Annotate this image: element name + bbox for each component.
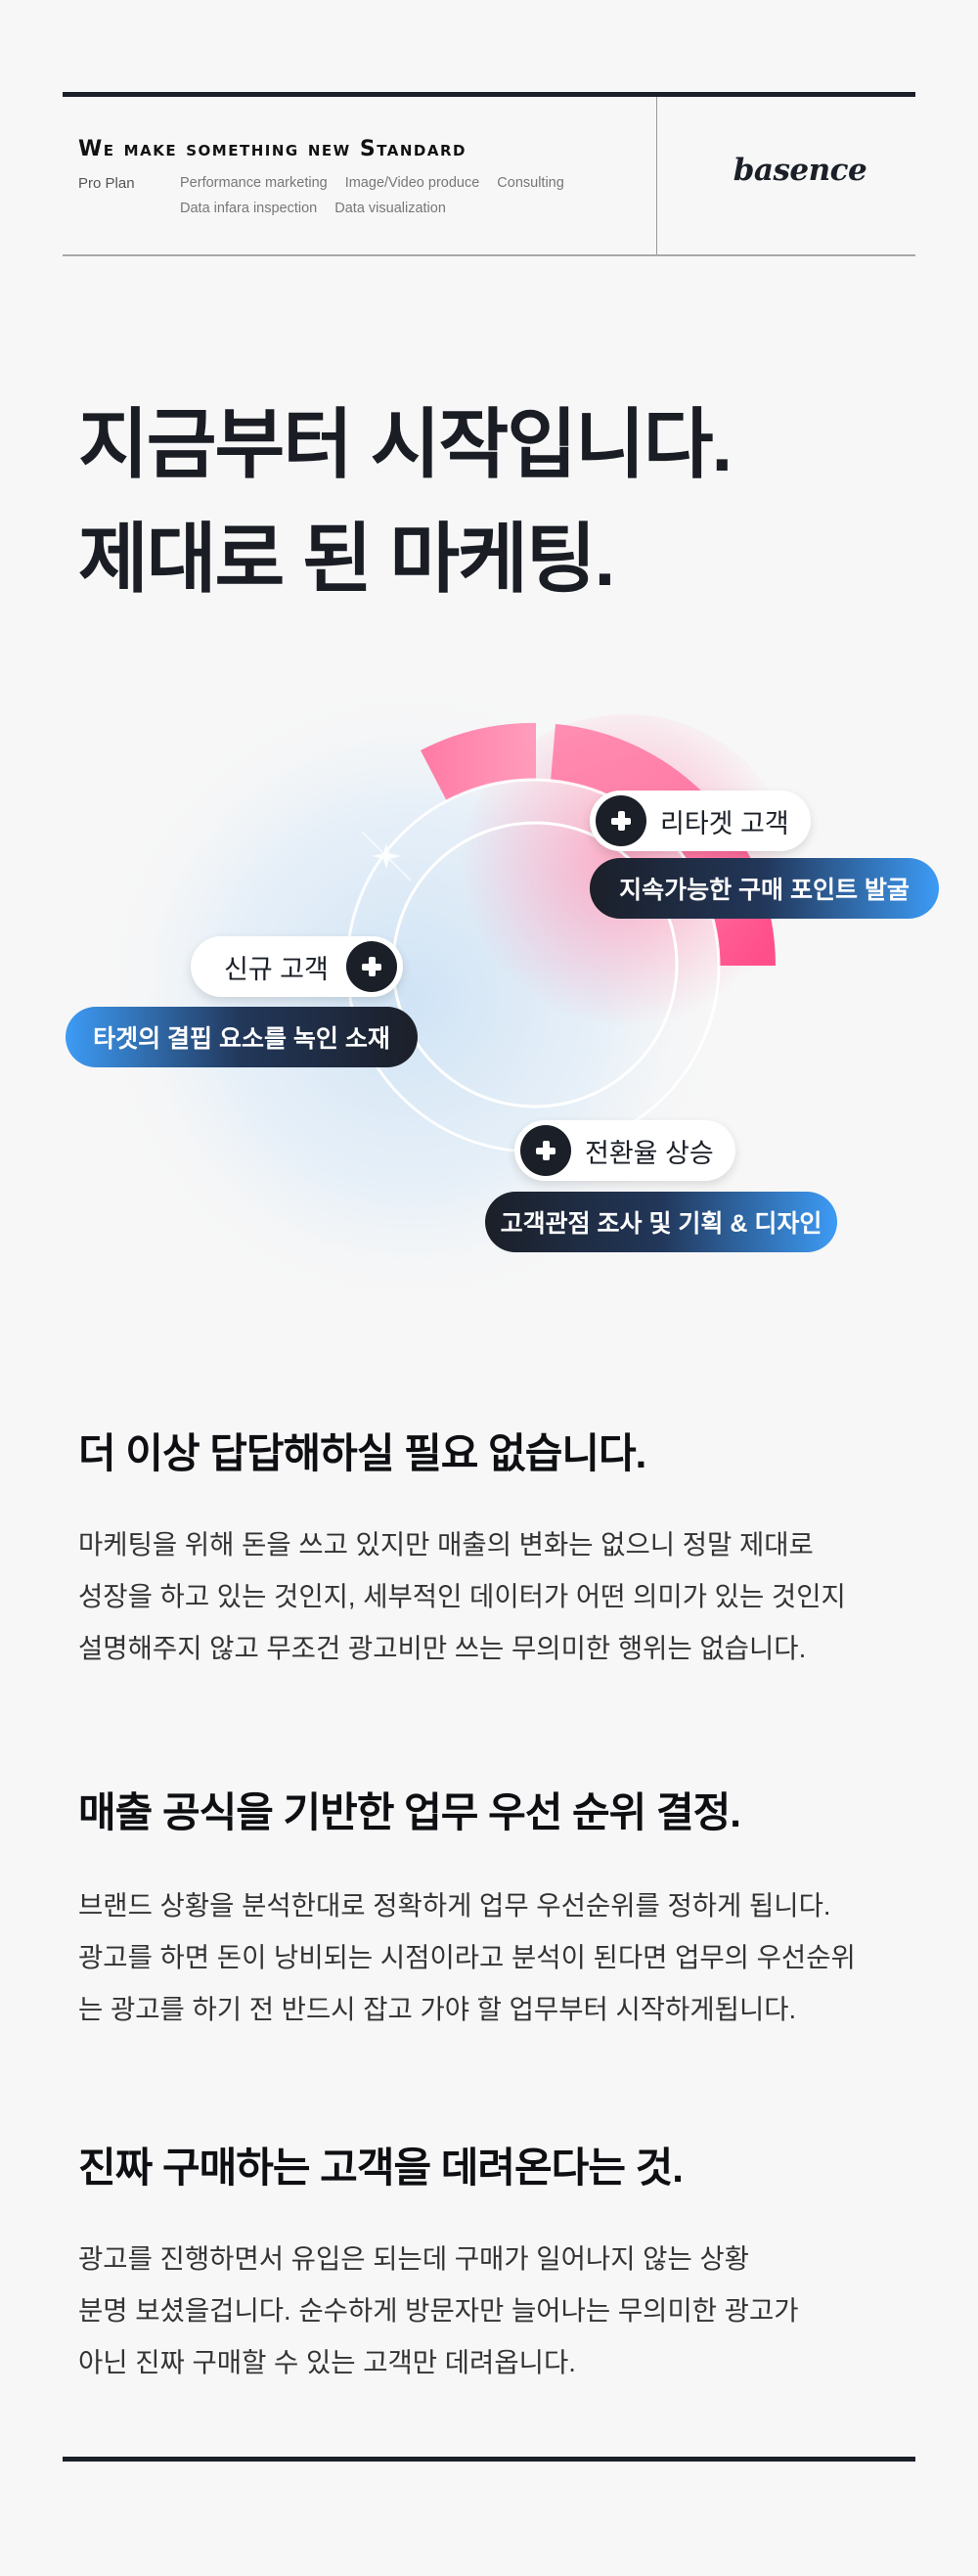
service-item: Data visualization <box>334 201 446 216</box>
retarget-customer-badge: 리타겟 고객 <box>590 791 811 851</box>
pill-text: 타겟의 결핍 요소를 녹인 소재 <box>93 1025 390 1053</box>
hero-line: 제대로 된 마케팅. <box>78 516 615 602</box>
pill-text: 지속가능한 구매 포인트 발굴 <box>619 877 910 904</box>
body-line: 는 광고를 하기 전 반드시 잡고 가야 할 업무부터 시작하게됩니다. <box>78 1994 797 2024</box>
plus-icon <box>596 795 646 846</box>
header-bottom-rule <box>63 254 915 256</box>
plus-icon <box>345 941 397 992</box>
retarget-desc-pill: 지속가능한 구매 포인트 발굴 <box>590 858 939 919</box>
customer-diagram: 리타겟 고객 지속가능한 구매 포인트 발굴 신규 고객 타겟의 결핍 요소를 … <box>0 685 978 1291</box>
section-body: 광고를 진행하면서 유입은 되는데 구매가 일어나지 않는 상황 분명 보셨을겁… <box>78 2233 799 2388</box>
ring-graphic <box>59 685 939 1291</box>
service-item: Performance marketing <box>180 175 328 191</box>
badge-title: 신규 고객 <box>224 954 329 984</box>
header-top-rule <box>63 92 915 97</box>
new-customer-desc-pill: 타겟의 결핍 요소를 녹인 소재 <box>66 1007 418 1067</box>
badge-title: 전환율 상승 <box>585 1138 714 1168</box>
service-item: Data infara inspection <box>180 201 318 216</box>
sparkle-icon <box>361 831 412 881</box>
body-line: 설명해주지 않고 무조건 광고비만 쓰는 무의미한 행위는 없습니다. <box>78 1633 807 1663</box>
new-customer-badge: 신규 고객 <box>191 936 403 997</box>
header-divider <box>656 97 657 254</box>
section-body: 브랜드 상황을 분석한대로 정확하게 업무 우선순위를 정하게 됩니다. 광고를… <box>78 1879 856 2035</box>
body-line: 광고를 진행하면서 유입은 되는데 구매가 일어나지 않는 상황 <box>78 2243 749 2274</box>
pink-arc-left <box>421 722 536 801</box>
hero-title: 지금부터 시작입니다. 제대로 된 마케팅. <box>78 387 733 616</box>
body-line: 아닌 진짜 구매할 수 있는 고객만 데려옵니다. <box>78 2347 576 2377</box>
section-body: 마케팅을 위해 돈을 쓰고 있지만 매출의 변화는 없으니 정말 제대로 성장을… <box>78 1518 846 1674</box>
tagline: We make something new Standard <box>78 137 467 161</box>
body-line: 성장을 하고 있는 것인지, 세부적인 데이터가 어떤 의미가 있는 것인지 <box>78 1581 846 1611</box>
section-heading: 진짜 구매하는 고객을 데려온다는 것. <box>78 2145 684 2191</box>
service-item: Consulting <box>497 175 564 191</box>
plan-label: Pro Plan <box>78 175 135 192</box>
conversion-desc-pill: 고객관점 조사 및 기획 & 디자인 <box>485 1192 837 1252</box>
pill-text: 고객관점 조사 및 기획 & 디자인 <box>500 1210 822 1238</box>
body-line: 광고를 하면 돈이 낭비되는 시점이라고 분석이 된다면 업무의 우선순위 <box>78 1942 856 1972</box>
conversion-badge: 전환율 상승 <box>514 1120 735 1181</box>
brand-logo: basence <box>733 153 867 188</box>
footer-rule <box>63 2457 915 2462</box>
plus-icon <box>520 1125 571 1176</box>
service-item: Image/Video produce <box>344 175 480 191</box>
body-line: 브랜드 상황을 분석한대로 정확하게 업무 우선순위를 정하게 됩니다. <box>78 1890 831 1921</box>
section-heading: 매출 공식을 기반한 업무 우선 순위 결정. <box>78 1789 741 1835</box>
body-line: 분명 보셨을겁니다. 순수하게 방문자만 늘어나는 무의미한 광고가 <box>78 2295 799 2326</box>
body-line: 마케팅을 위해 돈을 쓰고 있지만 매출의 변화는 없으니 정말 제대로 <box>78 1529 814 1559</box>
hero-line: 지금부터 시작입니다. <box>78 401 733 487</box>
badge-title: 리타겟 고객 <box>660 808 789 838</box>
section-heading: 더 이상 답답해하실 필요 없습니다. <box>78 1430 646 1476</box>
services-list: Performance marketing Image/Video produc… <box>180 175 610 216</box>
